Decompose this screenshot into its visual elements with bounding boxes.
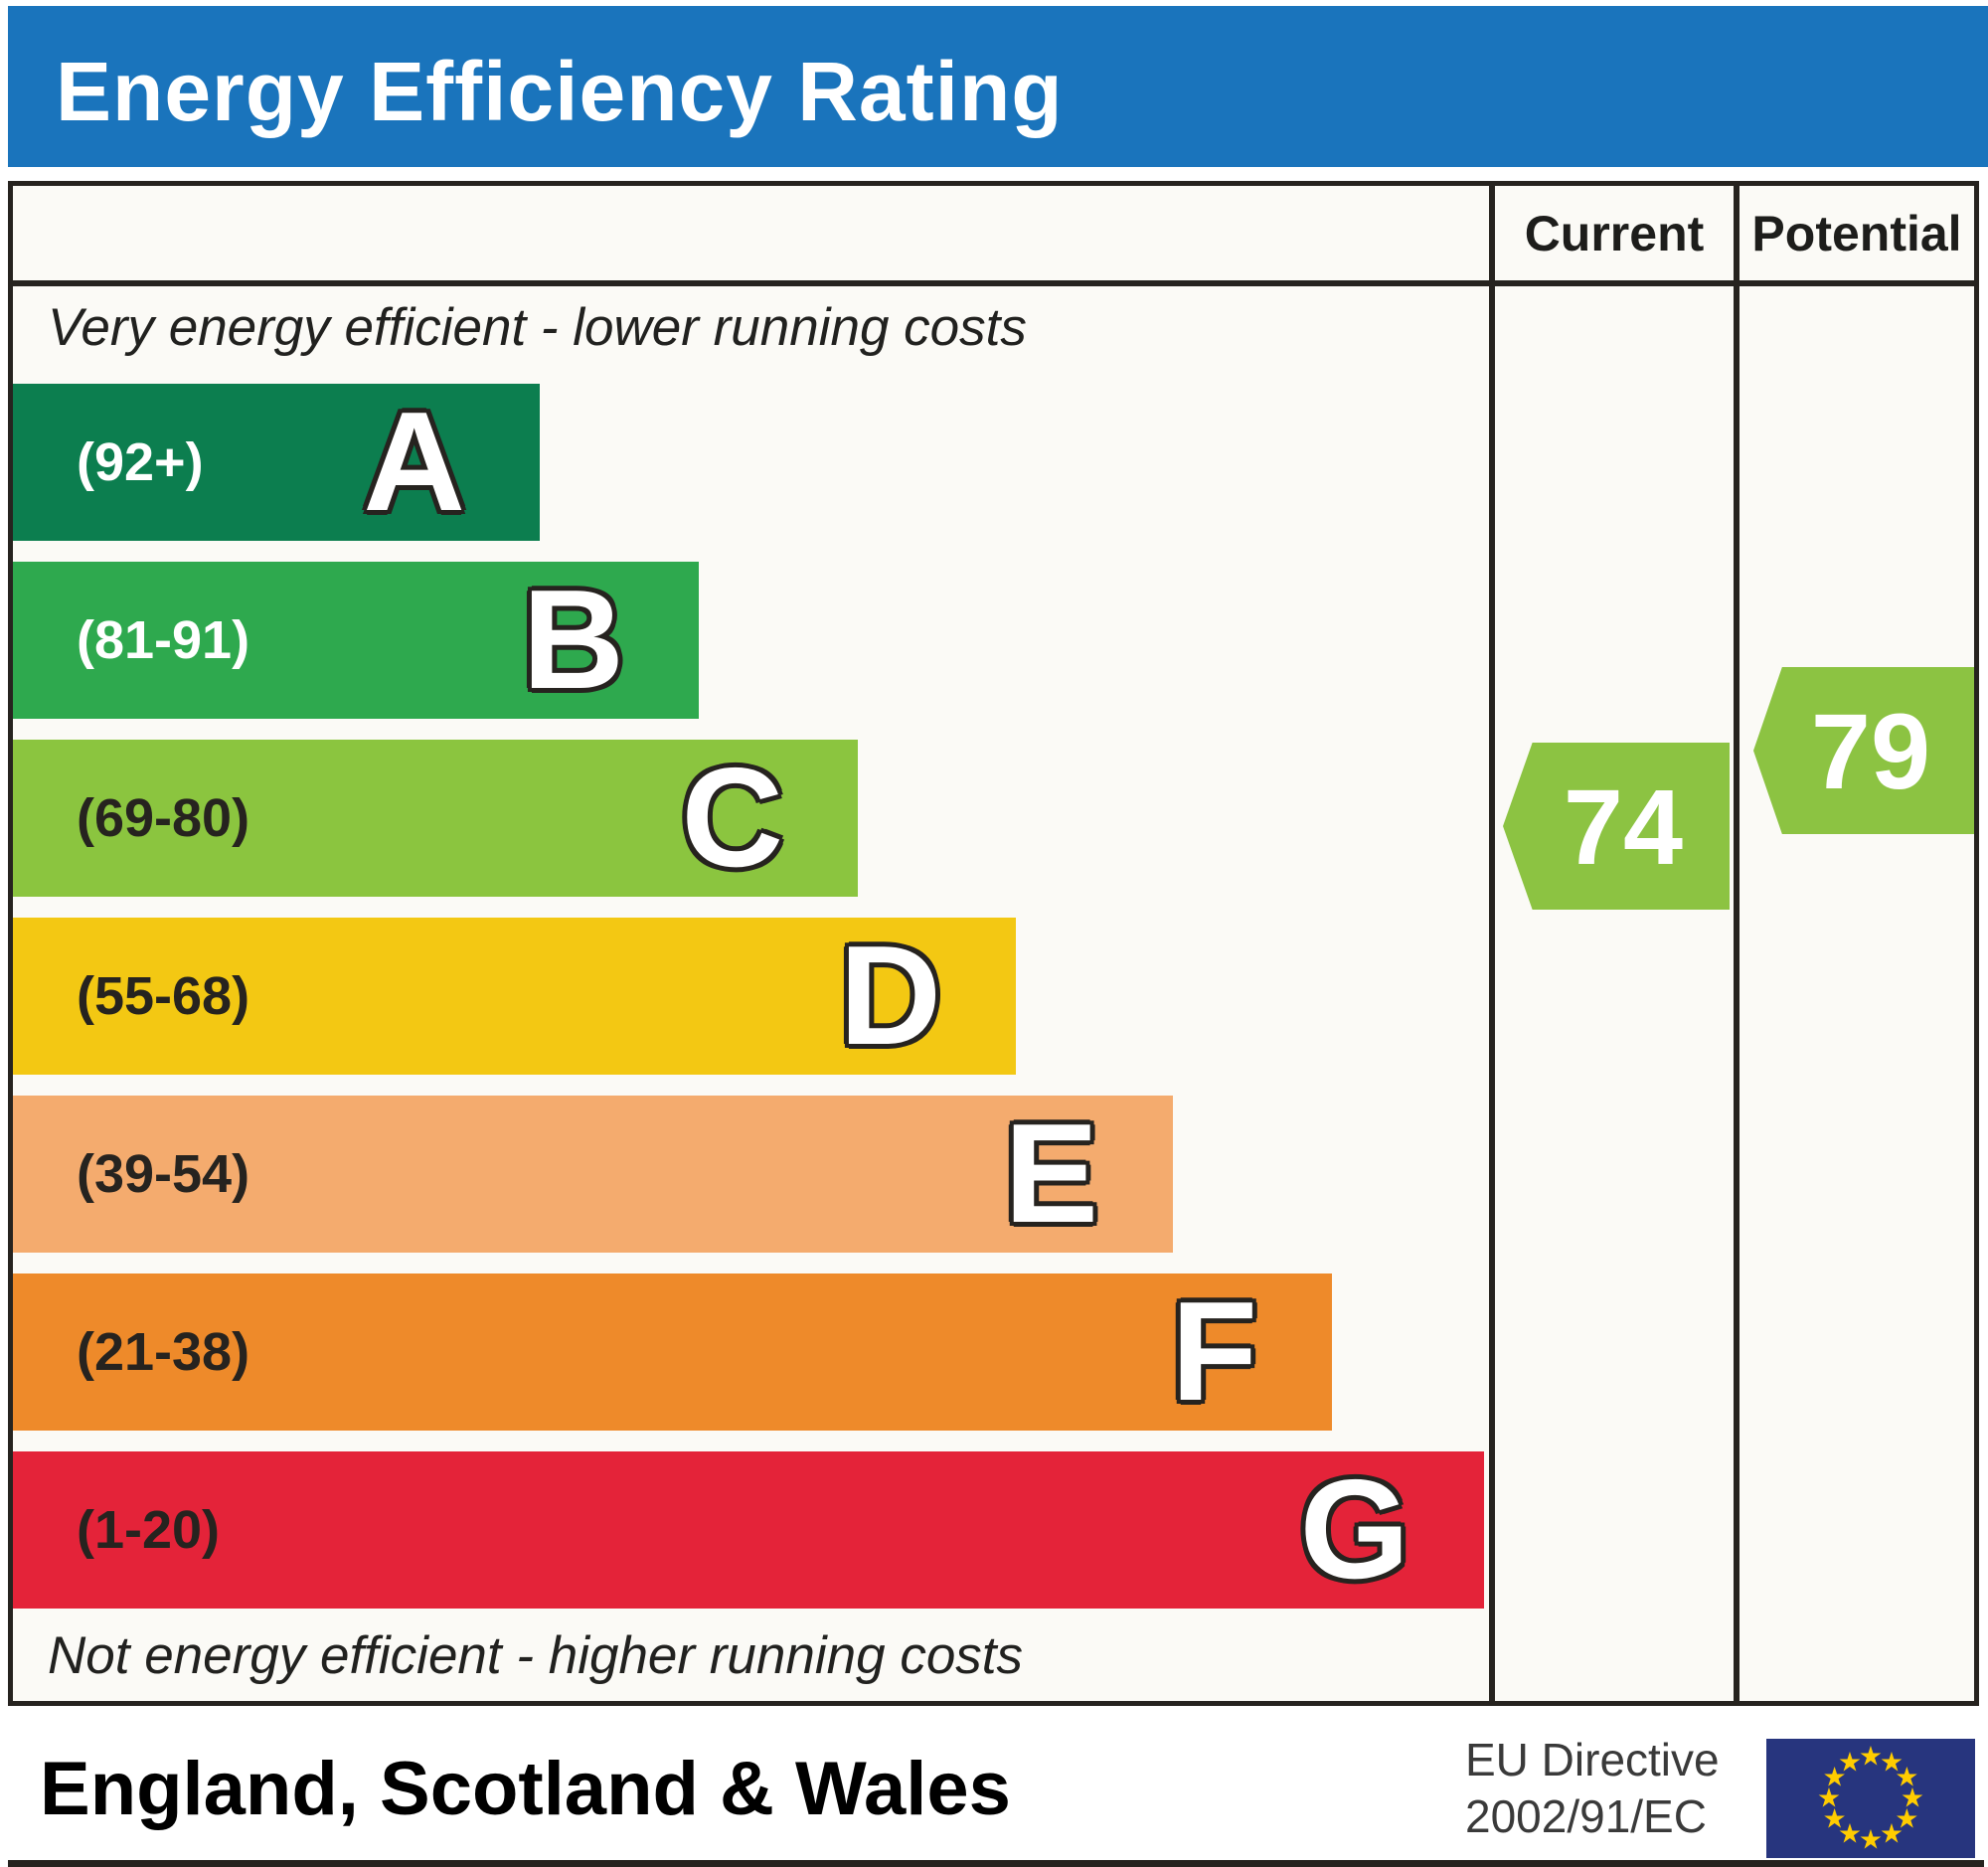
bottom-border [8,1860,1984,1867]
column-header-current: Current [1524,205,1705,261]
top-caption: Very energy efficient - lower running co… [48,298,1027,357]
eu-flag-star-icon: ★ [1858,1824,1884,1855]
rating-band: (92+) A [13,384,540,541]
eu-flag-star-icon: ★ [1822,1803,1847,1834]
band-letter: D [839,917,941,1075]
eu-flag-star-icon: ★ [1837,1747,1863,1778]
title-bar: Energy Efficiency Rating [8,6,1988,167]
band-range-label: (39-54) [77,1144,250,1204]
band-range-label: (1-20) [77,1500,221,1560]
potential-rating-value: 79 [1810,690,1931,811]
page-title: Energy Efficiency Rating [56,44,1064,138]
eu-flag-star-icon: ★ [1900,1782,1925,1813]
rating-band: (39-54) E [13,1096,1173,1253]
eu-flag-star-icon: ★ [1816,1782,1842,1813]
region-label: England, Scotland & Wales [40,1747,1011,1831]
rating-band: (1-20) G [13,1451,1484,1609]
eu-flag-star-icon: ★ [1895,1803,1919,1834]
band-range-label: (55-68) [77,966,250,1026]
band-letter: F [1171,1273,1257,1431]
rating-band: (81-91) B [13,562,699,719]
rating-band: (21-38) F [13,1273,1332,1431]
eu-flag-star-icon: ★ [1858,1741,1884,1772]
rating-table: Current Potential Very energy efficient … [8,181,1979,1706]
eu-flag-star-icon: ★ [1822,1762,1847,1792]
bottom-caption: Not energy efficient - higher running co… [48,1626,1024,1685]
current-column-divider [1489,186,1495,1701]
band-range-label: (92+) [77,432,204,492]
band-letter: E [1004,1095,1098,1253]
header-row-divider [13,280,1974,286]
rating-bands: (92+) A (81-91) B (69-80) C (55-68) D (3… [13,384,1489,1629]
band-letter: C [681,739,783,897]
eu-directive-line1: EU Directive [1465,1734,1720,1785]
potential-column-divider [1734,186,1740,1701]
eu-flag-star-icon: ★ [1837,1818,1863,1849]
eu-flag-star-icon: ★ [1895,1762,1919,1792]
eu-directive-label: EU Directive 2002/91/EC [1465,1732,1720,1845]
band-range-label: (81-91) [77,610,250,670]
eu-directive-line2: 2002/91/EC [1465,1790,1707,1842]
eu-flag-icon: ★ ★ ★ ★ ★ ★ ★ ★ ★ ★ ★ ★ [1766,1739,1975,1858]
rating-band: (69-80) C [13,740,858,897]
band-range-label: (21-38) [77,1322,250,1382]
rating-band: (55-68) D [13,918,1016,1075]
band-letter: G [1299,1450,1409,1609]
column-header-potential: Potential [1751,205,1962,261]
potential-rating-badge: 79 [1753,667,1974,834]
eu-flag-star-icon: ★ [1879,1818,1905,1849]
eu-flag-star-icon: ★ [1879,1747,1905,1778]
current-rating-badge: 74 [1503,743,1730,910]
band-range-label: (69-80) [77,788,250,848]
band-letter: B [522,561,624,719]
current-rating-value: 74 [1563,765,1684,887]
band-letter: A [363,383,465,541]
